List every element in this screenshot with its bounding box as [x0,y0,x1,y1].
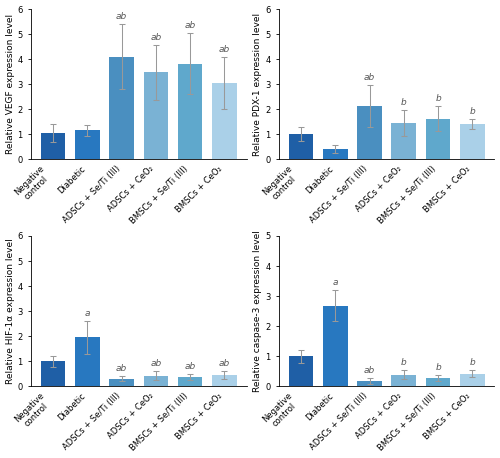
Text: b: b [470,358,475,367]
Text: ab: ab [184,362,196,371]
Bar [41,361,66,386]
Text: a: a [332,278,338,287]
Text: b: b [401,98,406,107]
Bar [392,123,416,159]
Bar [392,375,416,386]
Y-axis label: Relative VEGF expression level: Relative VEGF expression level [6,14,15,154]
Text: ab: ab [364,366,375,375]
Bar [75,131,100,159]
Bar [144,72,168,159]
Bar [426,119,450,159]
Bar [41,133,66,159]
Bar [323,149,347,159]
Text: ab: ab [150,360,162,368]
Text: ab: ab [219,359,230,368]
Bar [178,377,203,386]
Bar [75,338,100,386]
Text: ab: ab [116,364,128,373]
Text: ab: ab [116,12,128,21]
Y-axis label: Relative HIF-1α expression level: Relative HIF-1α expression level [6,238,15,384]
Bar [460,124,484,159]
Bar [110,379,134,386]
Bar [212,83,236,159]
Text: ab: ab [150,33,162,42]
Text: b: b [435,94,441,103]
Text: ab: ab [184,21,196,30]
Y-axis label: Relative caspase-3 expression level: Relative caspase-3 expression level [254,230,262,392]
Text: ab: ab [219,44,230,54]
Bar [289,356,314,386]
Text: b: b [470,107,475,116]
Y-axis label: Relative PDX-1 expression level: Relative PDX-1 expression level [254,12,262,156]
Bar [289,134,314,159]
Text: b: b [435,363,441,372]
Bar [357,381,382,386]
Bar [323,305,347,386]
Bar [212,375,236,386]
Text: a: a [84,309,90,318]
Text: ab: ab [364,73,375,82]
Bar [110,57,134,159]
Bar [144,376,168,386]
Bar [357,106,382,159]
Bar [426,378,450,386]
Bar [460,374,484,386]
Bar [178,64,203,159]
Text: b: b [401,358,406,367]
